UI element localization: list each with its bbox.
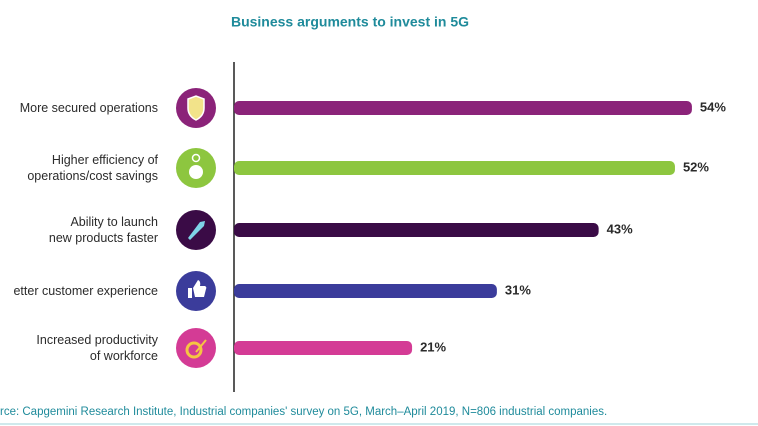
source-note: rce: Capgemini Research Institute, Indus…: [0, 406, 607, 418]
category-label: Higher efficiency of operations/cost sav…: [27, 153, 158, 183]
category-label: Increased productivity of workforce: [36, 333, 158, 363]
icon-rocket: [188, 221, 205, 240]
bar: [234, 341, 413, 355]
icon-cog: [185, 341, 203, 359]
bar: [234, 161, 675, 175]
icon-arrow: [195, 339, 207, 353]
category-label: More secured operations: [19, 101, 158, 115]
bar: [234, 284, 497, 298]
category-label: etter customer experience: [13, 284, 158, 298]
value-label: 43%: [607, 221, 633, 236]
bar: [234, 223, 599, 237]
value-label: 31%: [505, 282, 531, 297]
value-label: 52%: [683, 159, 709, 174]
category-label: Ability to launch new products faster: [48, 215, 158, 245]
value-label: 54%: [700, 99, 726, 114]
icon-thumb: [188, 280, 207, 298]
bar: [234, 101, 692, 115]
chart-title: Business arguments to invest in 5G: [231, 14, 469, 30]
icon: [176, 328, 216, 368]
icons: [176, 88, 216, 368]
icon-shield: [187, 95, 205, 121]
value-label: 21%: [420, 339, 446, 354]
icon-coin: [189, 165, 203, 179]
icon-gear: [191, 153, 201, 163]
